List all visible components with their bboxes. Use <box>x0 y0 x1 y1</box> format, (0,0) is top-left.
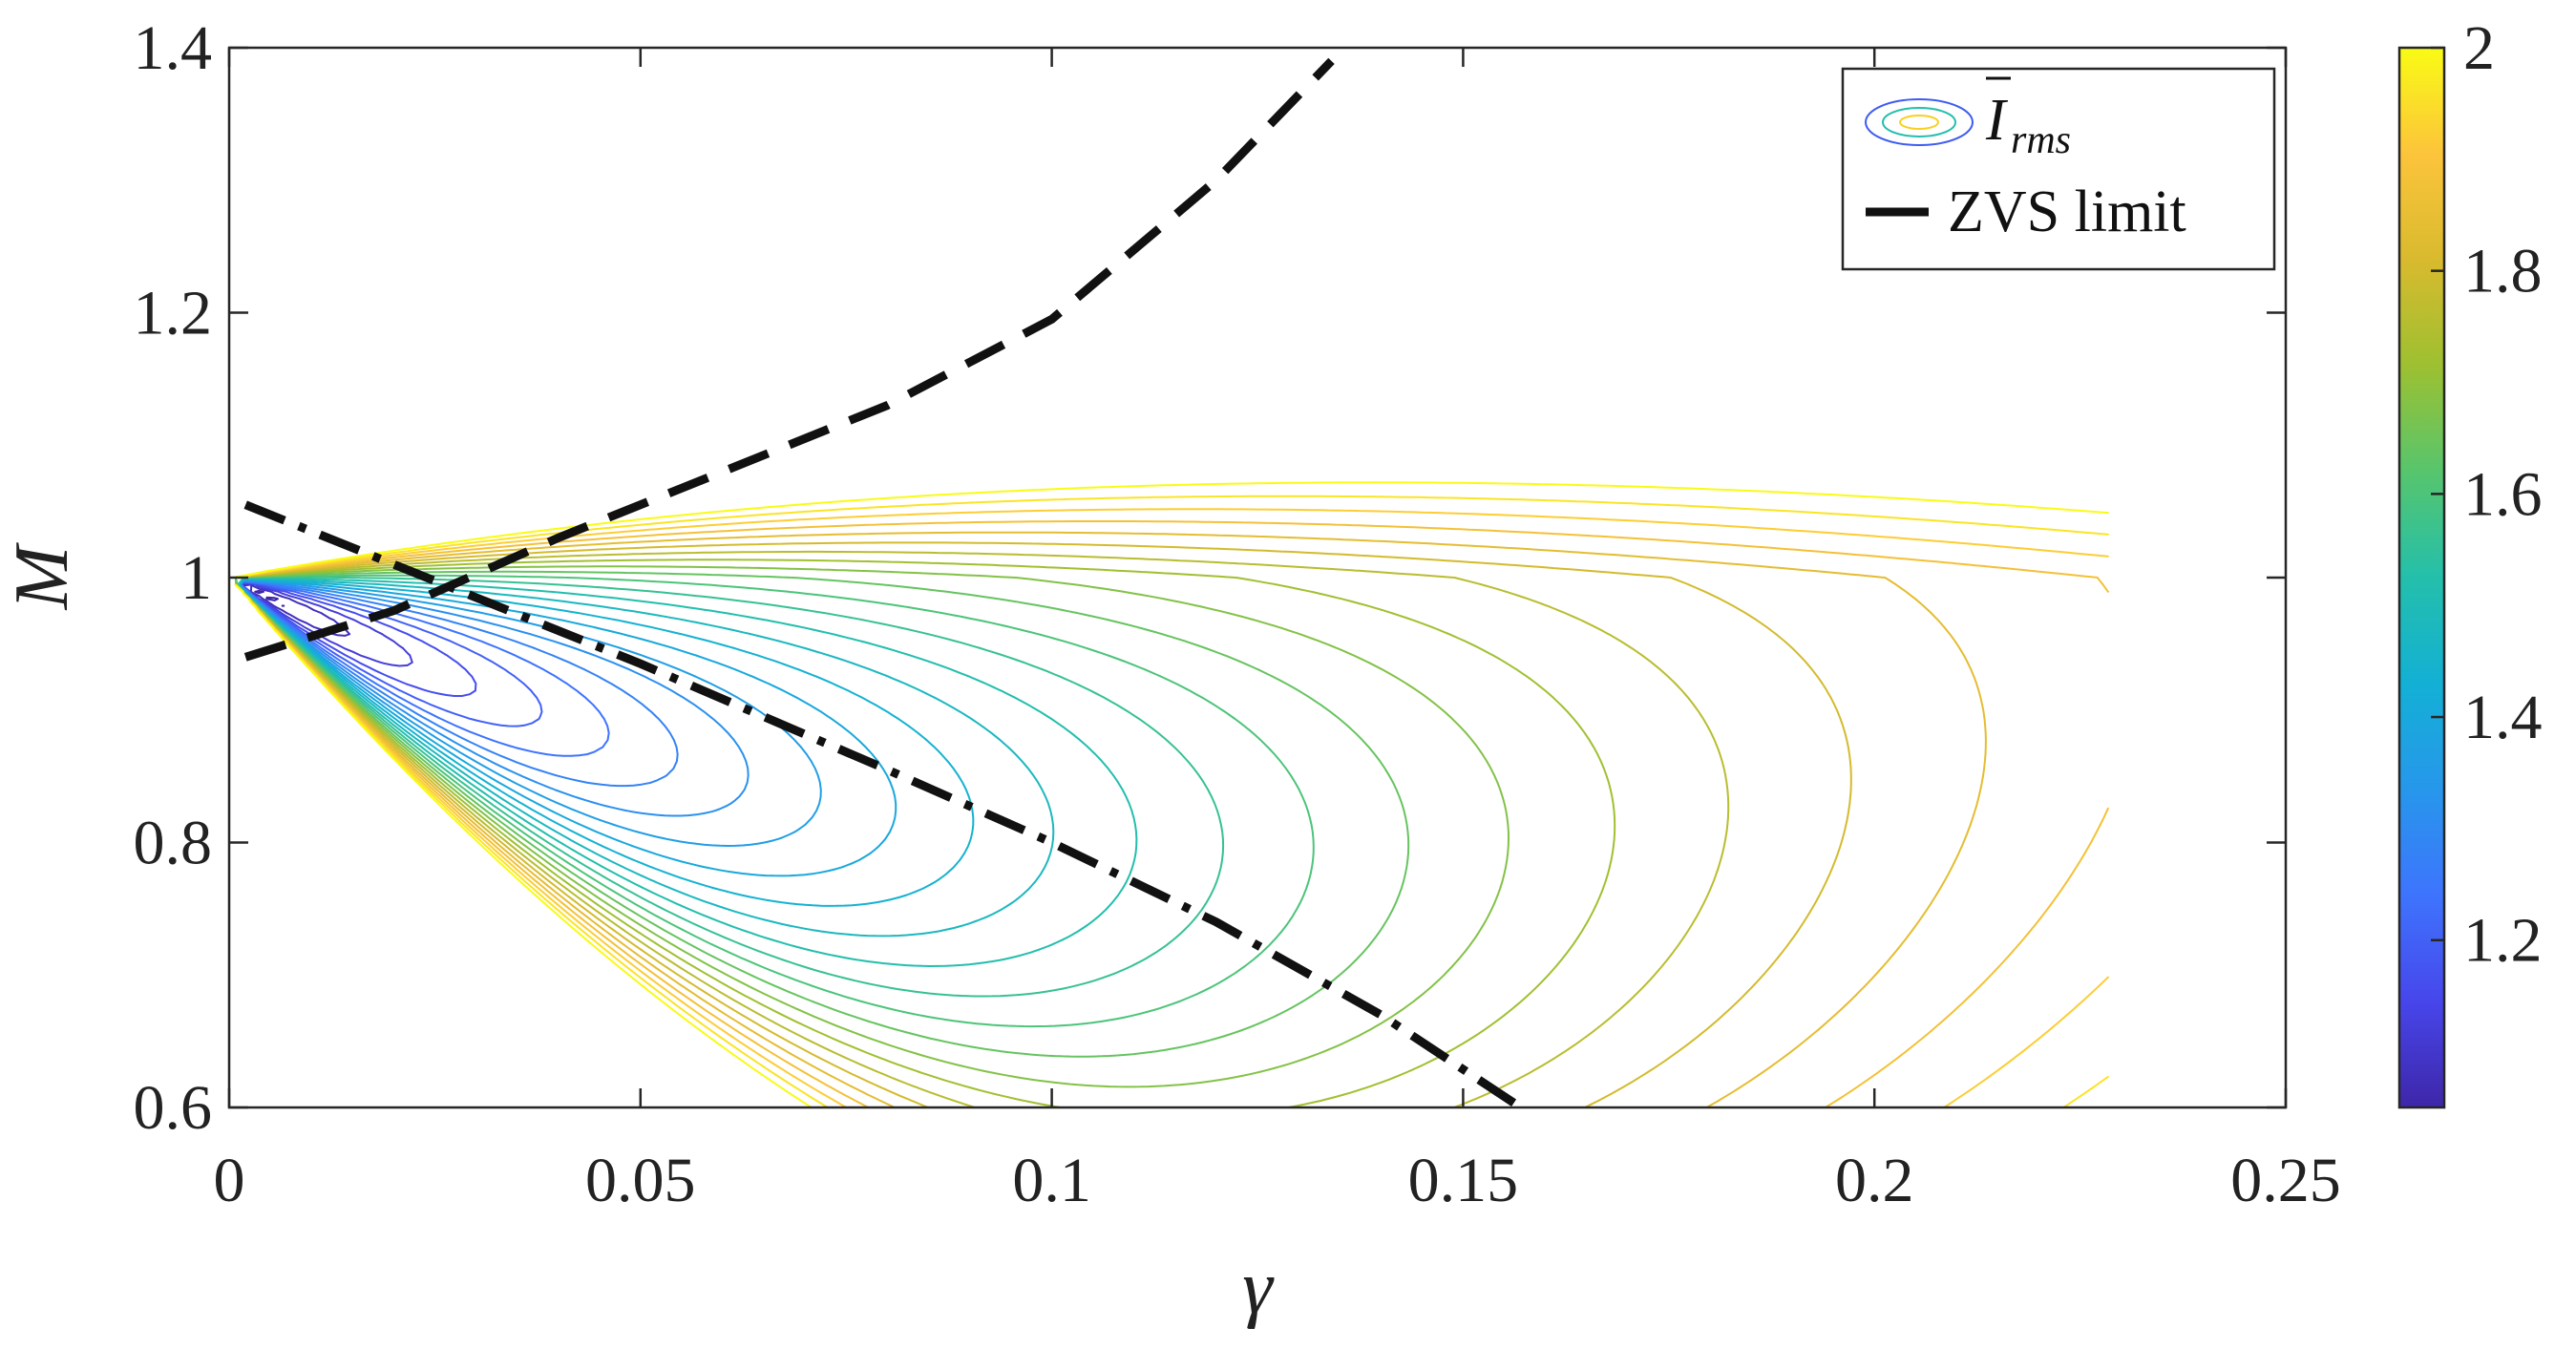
colorbar: 1.2 1.4 1.6 1.8 2 <box>2397 13 2543 1109</box>
legend-box <box>1841 67 2276 271</box>
contour-line <box>237 577 1055 938</box>
colorbar-tick-label: 1.4 <box>2463 683 2543 752</box>
y-tick-label: 0.6 <box>134 1073 213 1143</box>
contour-line <box>234 531 1987 1107</box>
legend-contour-subscript: rms <box>2011 118 2071 162</box>
contour-line <box>237 577 1138 967</box>
contour-lines <box>234 481 2109 1107</box>
dash-dot-line <box>243 500 1524 1107</box>
contour-line <box>234 565 1510 1088</box>
x-tick-label: 0.2 <box>1835 1146 1914 1215</box>
contour-line <box>239 580 750 817</box>
y-tick-label: 1.2 <box>134 279 213 348</box>
axis-ticks: 0 0.05 0.1 0.15 0.2 0.25 0.6 0.8 1 1.2 1.4 <box>134 13 2341 1215</box>
contour-line <box>241 581 477 697</box>
contour-line <box>240 580 679 788</box>
colorbar-tick-label: 1.8 <box>2463 237 2543 306</box>
x-axis-label: γ <box>1242 1246 1275 1330</box>
contour-line <box>240 580 543 727</box>
y-tick-label: 1 <box>180 543 212 613</box>
contour-line <box>234 574 1315 1028</box>
contour-line <box>234 481 2109 1107</box>
zvs-limit-line <box>243 57 1335 662</box>
y-axis-label: M <box>0 541 84 610</box>
legend: I rms ZVS limit <box>1841 67 2276 271</box>
colorbar-tick-label: 1.6 <box>2463 459 2543 529</box>
x-tick-label: 0.05 <box>585 1146 696 1215</box>
colorbar-tick-label: 2 <box>2463 13 2495 83</box>
colorbar-ticks: 1.2 1.4 1.6 1.8 2 <box>2431 13 2543 976</box>
series-lines <box>243 57 1524 1107</box>
x-tick-label: 0.25 <box>2230 1146 2341 1215</box>
legend-contour-swatch <box>1865 98 1974 146</box>
x-tick-label: 0.1 <box>1012 1146 1091 1215</box>
legend-zvs-label: ZVS limit <box>1948 179 2186 244</box>
colorbar-tick-label: 1.2 <box>2463 906 2543 976</box>
legend-contour-label: I <box>1985 88 2009 153</box>
colorbar-gradient <box>2397 46 2446 1109</box>
y-tick-label: 1.4 <box>134 13 213 83</box>
x-tick-label: 0 <box>214 1146 245 1215</box>
x-tick-label: 0.15 <box>1408 1146 1519 1215</box>
y-tick-label: 0.8 <box>134 809 213 878</box>
